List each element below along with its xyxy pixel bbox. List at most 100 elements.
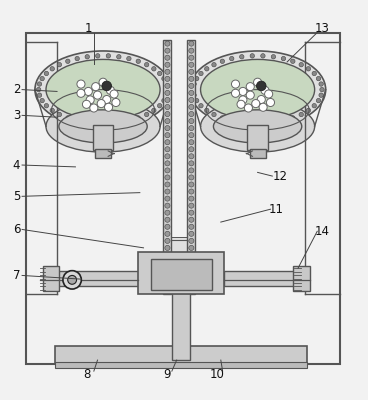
Circle shape bbox=[127, 118, 131, 123]
Circle shape bbox=[165, 245, 170, 250]
Bar bbox=[95, 149, 111, 158]
Circle shape bbox=[136, 59, 141, 64]
Circle shape bbox=[40, 76, 44, 81]
Circle shape bbox=[212, 112, 216, 117]
Circle shape bbox=[66, 116, 70, 120]
Ellipse shape bbox=[46, 101, 160, 152]
Circle shape bbox=[265, 90, 273, 98]
Circle shape bbox=[231, 89, 240, 97]
Circle shape bbox=[165, 280, 170, 286]
Circle shape bbox=[165, 133, 170, 138]
Text: 13: 13 bbox=[315, 22, 329, 35]
Circle shape bbox=[220, 116, 224, 120]
Circle shape bbox=[165, 62, 170, 67]
Circle shape bbox=[158, 71, 162, 76]
Circle shape bbox=[68, 276, 77, 284]
Circle shape bbox=[77, 80, 85, 88]
Circle shape bbox=[306, 66, 311, 71]
Circle shape bbox=[106, 86, 114, 94]
Circle shape bbox=[254, 78, 262, 86]
Bar bbox=[224, 271, 294, 286]
Circle shape bbox=[57, 112, 61, 117]
Bar bbox=[151, 259, 212, 290]
Circle shape bbox=[165, 168, 170, 173]
Circle shape bbox=[189, 224, 194, 229]
Circle shape bbox=[189, 133, 194, 138]
Circle shape bbox=[127, 56, 131, 61]
Circle shape bbox=[189, 69, 194, 74]
Circle shape bbox=[189, 118, 194, 124]
Circle shape bbox=[117, 120, 121, 125]
Circle shape bbox=[165, 48, 170, 53]
Circle shape bbox=[90, 104, 98, 112]
Circle shape bbox=[44, 71, 49, 76]
Circle shape bbox=[212, 62, 216, 67]
Circle shape bbox=[93, 91, 102, 99]
Circle shape bbox=[165, 126, 170, 131]
Circle shape bbox=[117, 54, 121, 59]
Circle shape bbox=[250, 121, 255, 126]
Circle shape bbox=[246, 83, 254, 91]
Circle shape bbox=[205, 108, 209, 113]
Circle shape bbox=[189, 112, 194, 117]
Circle shape bbox=[152, 108, 156, 113]
Circle shape bbox=[152, 66, 156, 71]
Circle shape bbox=[261, 121, 265, 126]
Circle shape bbox=[165, 41, 170, 46]
Circle shape bbox=[165, 112, 170, 117]
Text: 8: 8 bbox=[83, 368, 90, 381]
Ellipse shape bbox=[46, 60, 160, 120]
Circle shape bbox=[164, 82, 169, 86]
Circle shape bbox=[189, 260, 194, 264]
Circle shape bbox=[164, 93, 169, 97]
Circle shape bbox=[165, 196, 170, 201]
Circle shape bbox=[237, 100, 245, 108]
Circle shape bbox=[271, 120, 276, 125]
Circle shape bbox=[106, 54, 110, 58]
Circle shape bbox=[136, 116, 141, 120]
Circle shape bbox=[189, 231, 194, 236]
Circle shape bbox=[189, 245, 194, 250]
Circle shape bbox=[266, 98, 275, 106]
Circle shape bbox=[261, 86, 269, 94]
Bar bbox=[26, 32, 340, 364]
Circle shape bbox=[84, 87, 92, 96]
Circle shape bbox=[239, 87, 247, 96]
Text: 5: 5 bbox=[13, 190, 20, 203]
Circle shape bbox=[319, 93, 323, 97]
Circle shape bbox=[189, 182, 194, 187]
Circle shape bbox=[97, 100, 105, 108]
Circle shape bbox=[320, 87, 324, 92]
Circle shape bbox=[50, 108, 54, 113]
Bar bbox=[171, 237, 187, 285]
Text: 10: 10 bbox=[210, 368, 224, 381]
Circle shape bbox=[189, 217, 194, 222]
Circle shape bbox=[165, 203, 170, 208]
Circle shape bbox=[165, 210, 170, 215]
Circle shape bbox=[246, 91, 254, 99]
Circle shape bbox=[291, 59, 295, 64]
Circle shape bbox=[231, 80, 240, 88]
Circle shape bbox=[240, 54, 244, 59]
Circle shape bbox=[189, 126, 194, 131]
Bar bbox=[172, 293, 190, 360]
Circle shape bbox=[165, 55, 170, 60]
Circle shape bbox=[257, 96, 265, 104]
Circle shape bbox=[162, 76, 166, 81]
Text: 11: 11 bbox=[269, 203, 283, 216]
Text: 14: 14 bbox=[315, 225, 329, 238]
Circle shape bbox=[110, 90, 118, 98]
Circle shape bbox=[189, 90, 194, 96]
Circle shape bbox=[85, 54, 89, 59]
Ellipse shape bbox=[201, 60, 315, 120]
Circle shape bbox=[40, 98, 44, 103]
Circle shape bbox=[165, 252, 170, 258]
Circle shape bbox=[259, 103, 267, 111]
Circle shape bbox=[82, 100, 91, 108]
Circle shape bbox=[158, 104, 162, 108]
Circle shape bbox=[189, 154, 194, 159]
Circle shape bbox=[165, 147, 170, 152]
Circle shape bbox=[189, 175, 194, 180]
Circle shape bbox=[191, 87, 195, 92]
Circle shape bbox=[189, 48, 194, 53]
